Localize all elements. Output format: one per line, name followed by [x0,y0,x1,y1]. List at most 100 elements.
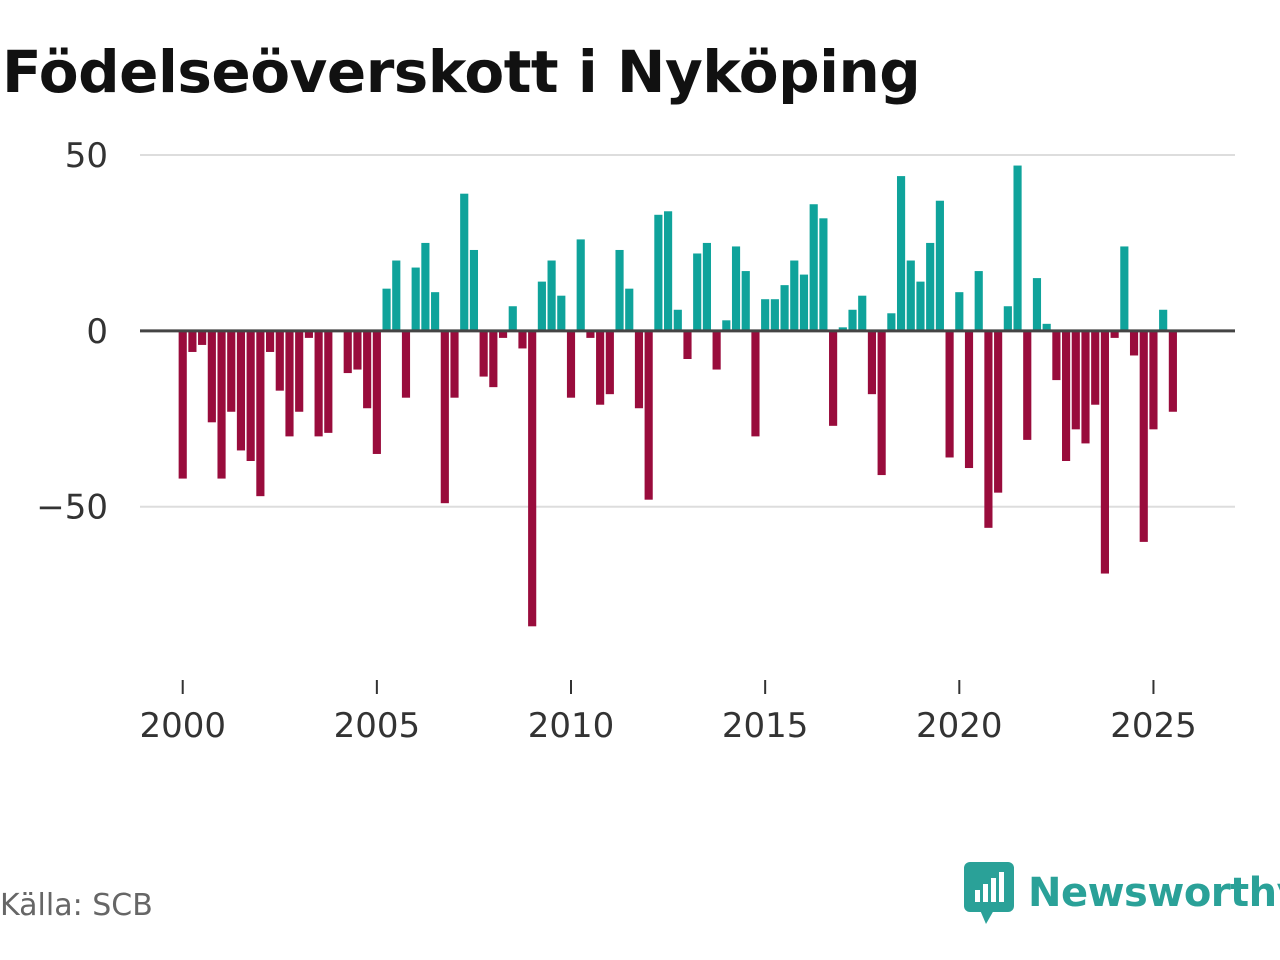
chart-area: 50 0 −50 2000 2005 2010 2015 2020 2025 [36,136,1235,746]
x-tick-label-5: 2025 [1110,706,1197,746]
bar-15 [324,330,333,433]
bar-81 [964,330,974,469]
x-tick-label-3: 2015 [722,706,809,746]
bar-60 [761,299,770,331]
bar-100 [1149,330,1158,430]
bar-89 [1042,323,1051,331]
bar-44 [605,330,614,395]
bar-50 [664,211,673,331]
grid-lines [140,154,1235,508]
bar-41 [576,239,585,331]
bar-53 [693,253,702,331]
bar-24 [411,267,420,331]
bar-101 [1159,309,1168,331]
bar-51 [673,309,682,331]
bar-75 [906,260,915,331]
bar-37 [537,281,546,331]
bar-11 [285,330,294,437]
bar-79 [945,330,954,458]
bar-98 [1129,330,1139,356]
bar-6 [236,330,246,451]
x-tick-label-1: 2005 [334,706,421,746]
bar-38 [547,260,556,331]
bar-84 [994,330,1003,493]
bar-5 [227,330,236,412]
bar-73 [887,313,896,331]
bar-74 [896,176,906,331]
bar-9 [266,330,275,352]
bar-40 [566,330,576,398]
bar-13 [304,330,313,338]
bar-93 [1081,330,1090,444]
bar-33 [498,330,508,338]
bar-43 [596,330,605,405]
y-tick-label-0: 50 [65,136,108,176]
x-tick-label-2: 2010 [528,706,615,746]
bar-12 [295,330,304,412]
bar-49 [654,214,663,331]
bar-10 [275,330,284,391]
bar-86 [1013,165,1022,331]
y-tick-label-1: 0 [86,312,108,352]
bar-62 [780,285,789,331]
bar-88 [1032,278,1042,331]
bar-34 [508,306,517,331]
bar-96 [1110,330,1119,338]
bar-48 [644,330,653,500]
bar-7 [246,330,255,461]
bar-83 [984,330,993,528]
bar-55 [712,330,721,370]
newsworthy-logo-text: Newsworthy [1028,870,1280,916]
bar-39 [557,295,566,331]
bar-71 [867,330,877,395]
bar-69 [848,309,857,331]
bar-18 [353,330,362,370]
bar-47 [634,330,644,409]
bar-3 [207,330,216,423]
bar-31 [479,330,488,377]
source-note: Källa: SCB [0,888,153,923]
bar-78 [935,200,944,331]
bar-90 [1052,330,1061,381]
bar-2 [198,330,207,345]
bar-99 [1139,330,1148,542]
bar-19 [363,330,372,409]
bar-8 [256,330,265,497]
bar-82 [974,271,983,331]
bar-25 [421,242,430,331]
bar-91 [1062,330,1071,461]
bar-32 [489,330,498,388]
bar-4 [217,330,226,479]
bar-35 [518,330,527,349]
bar-23 [401,330,411,398]
bar-87 [1023,330,1032,440]
bar-95 [1100,330,1109,574]
bar-46 [625,288,634,331]
chart-title: Födelseöverskott i Nyköping [2,38,921,106]
bar-1 [188,330,197,352]
bar-30 [469,249,479,331]
bar-76 [916,281,925,331]
bar-52 [683,330,692,359]
bar-94 [1091,330,1100,405]
bar-64 [799,274,809,331]
bar-70 [858,295,867,331]
x-tick-label-0: 2000 [139,706,226,746]
bar-80 [955,292,964,331]
bar-67 [829,330,838,426]
newsworthy-logo-icon [964,862,1014,924]
bar-97 [1120,246,1129,331]
bar-36 [528,330,537,627]
bar-72 [877,330,886,476]
bar-45 [615,249,624,331]
bar-54 [702,242,711,331]
bar-17 [343,330,352,374]
bar-21 [382,288,391,331]
bar-61 [770,299,779,331]
bar-68 [838,327,847,331]
bar-56 [722,320,731,331]
bar-29 [460,193,469,331]
bar-59 [751,330,760,437]
newsworthy-logo: Newsworthy [964,862,1280,924]
bar-77 [926,242,935,331]
